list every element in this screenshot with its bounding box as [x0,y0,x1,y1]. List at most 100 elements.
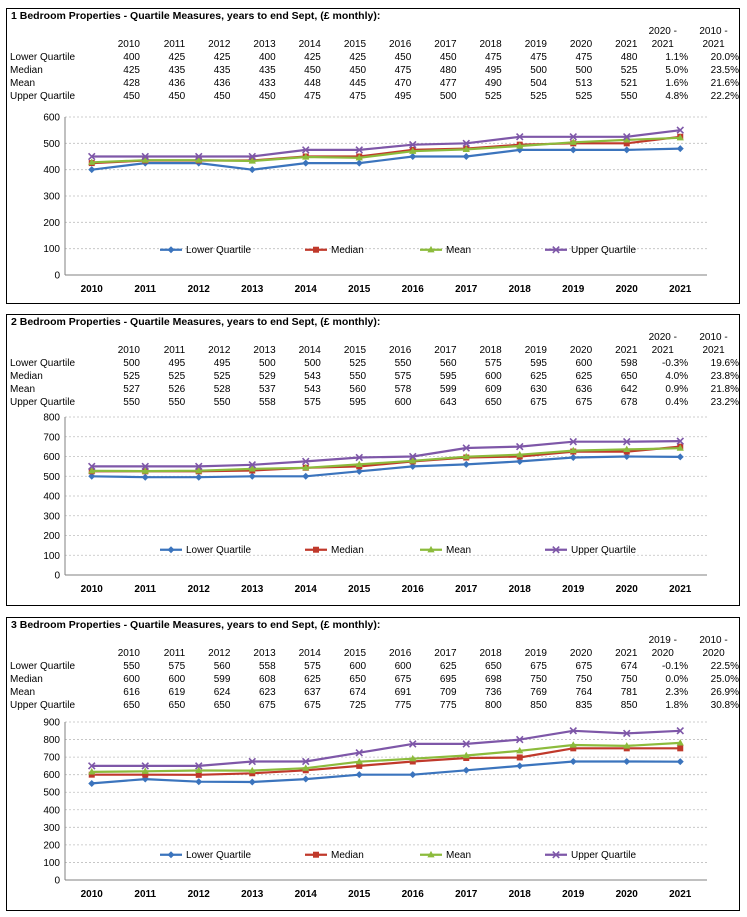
year-header: 2012 [208,345,231,356]
change-cell: 2.3% [665,687,689,698]
table-cell: 448 [304,78,321,89]
data-point [87,152,96,161]
table-row: Upper Quartile 550 550 550 558 575 595 6… [10,396,739,409]
change-header: 2010 - [699,26,728,37]
year-header: 2015 [343,648,367,659]
data-point [88,158,96,165]
legend-marker [167,246,175,254]
data-point [676,739,684,746]
data-point [516,142,524,149]
change-header: 2010 - [699,635,728,646]
table-cell: 495 [168,358,186,369]
x-tick-label: 2014 [295,584,318,595]
data-point [302,153,310,160]
legend-label: Mean [446,545,471,556]
x-tick-label: 2013 [241,889,264,900]
table-row: Upper Quartile 450 450 450 450 475 475 4… [10,90,739,103]
row-label: Mean [10,687,36,698]
x-tick-label: 2021 [669,584,692,595]
data-point [248,461,257,469]
table-cell: 425 [213,52,231,63]
table-cell: 698 [485,674,502,685]
y-tick-label: 700 [43,753,60,764]
x-tick-label: 2016 [402,584,425,595]
table-cell: 595 [530,358,547,369]
year-header: 2021 [615,345,638,356]
table-row: Median 525 525 525 529 543 550 575 595 6… [10,370,739,383]
y-tick-label: 500 [43,472,60,483]
table-cell: 500 [258,358,276,369]
data-point [623,758,631,765]
data-point [195,766,203,774]
data-point [516,450,524,458]
data-point [248,757,257,766]
change-cell: 4.8% [665,91,689,102]
legend-label: Upper Quartile [571,850,636,861]
table-cell: 477 [439,78,457,89]
table-cell: 475 [349,91,367,102]
data-point [515,735,524,744]
table-cell: 560 [213,661,231,672]
year-header: 2010 [117,39,140,50]
year-header: 2017 [434,345,457,356]
line-chart: 0 100 200 300 400 500 600 2010 2011 2012 2013 2014 2… [43,113,707,295]
x-tick-label: 2021 [669,889,692,900]
table-cell: 425 [304,52,321,63]
y-tick-label: 500 [43,139,60,150]
y-tick-label: 300 [43,823,60,834]
data-point [355,159,363,167]
table-cell: 525 [213,371,231,382]
x-tick-label: 2019 [562,584,585,595]
row-label: Median [10,674,43,685]
legend-marker [427,245,435,253]
change-cell: 0.9% [665,384,689,395]
table-cell: 619 [168,687,186,698]
table-cell: 650 [485,661,502,672]
legend-label: Mean [446,850,471,861]
table-cell: 625 [439,661,457,672]
x-tick-label: 2016 [402,889,425,900]
chart-title: 1 Bedroom Properties - Quartile Measures… [11,10,381,22]
change-cell: 21.6% [710,78,739,89]
table-cell: 609 [485,384,502,395]
table-cell: 450 [258,91,276,102]
data-point [301,757,310,766]
table-cell: 642 [620,384,638,395]
table-cell: 527 [123,384,140,395]
table-cell: 736 [485,687,502,698]
table-cell: 537 [258,384,276,395]
row-label: Upper Quartile [10,397,76,408]
data-point [195,771,202,778]
data-point [409,153,417,160]
change-header: 2020 - [648,332,677,343]
table-cell: 750 [575,674,593,685]
data-point [355,453,364,462]
table-cell: 623 [258,687,276,698]
table-cell: 490 [485,78,502,89]
table-cell: 695 [439,674,457,685]
table-cell: 495 [213,358,231,369]
row-label: Lower Quartile [10,358,76,369]
table-cell: 781 [620,687,638,698]
legend-marker [167,546,175,554]
change-cell: -0.1% [662,661,689,672]
legend-label: Upper Quartile [571,245,636,256]
table-cell: 575 [304,661,321,672]
series-line [91,129,681,158]
data-point [301,457,310,466]
data-point [569,453,577,461]
x-tick-label: 2018 [509,284,532,295]
data-point [409,758,416,765]
data-point [409,462,417,470]
table-cell: 428 [123,78,140,89]
data-point [142,771,149,778]
series-line [91,447,681,473]
data-point [355,460,363,467]
y-tick-label: 700 [43,432,60,443]
x-tick-label: 2020 [616,584,639,595]
series-line [91,747,681,776]
table-cell: 598 [620,358,638,369]
data-point [141,473,149,481]
y-tick-label: 100 [43,244,60,255]
data-point [194,152,203,161]
